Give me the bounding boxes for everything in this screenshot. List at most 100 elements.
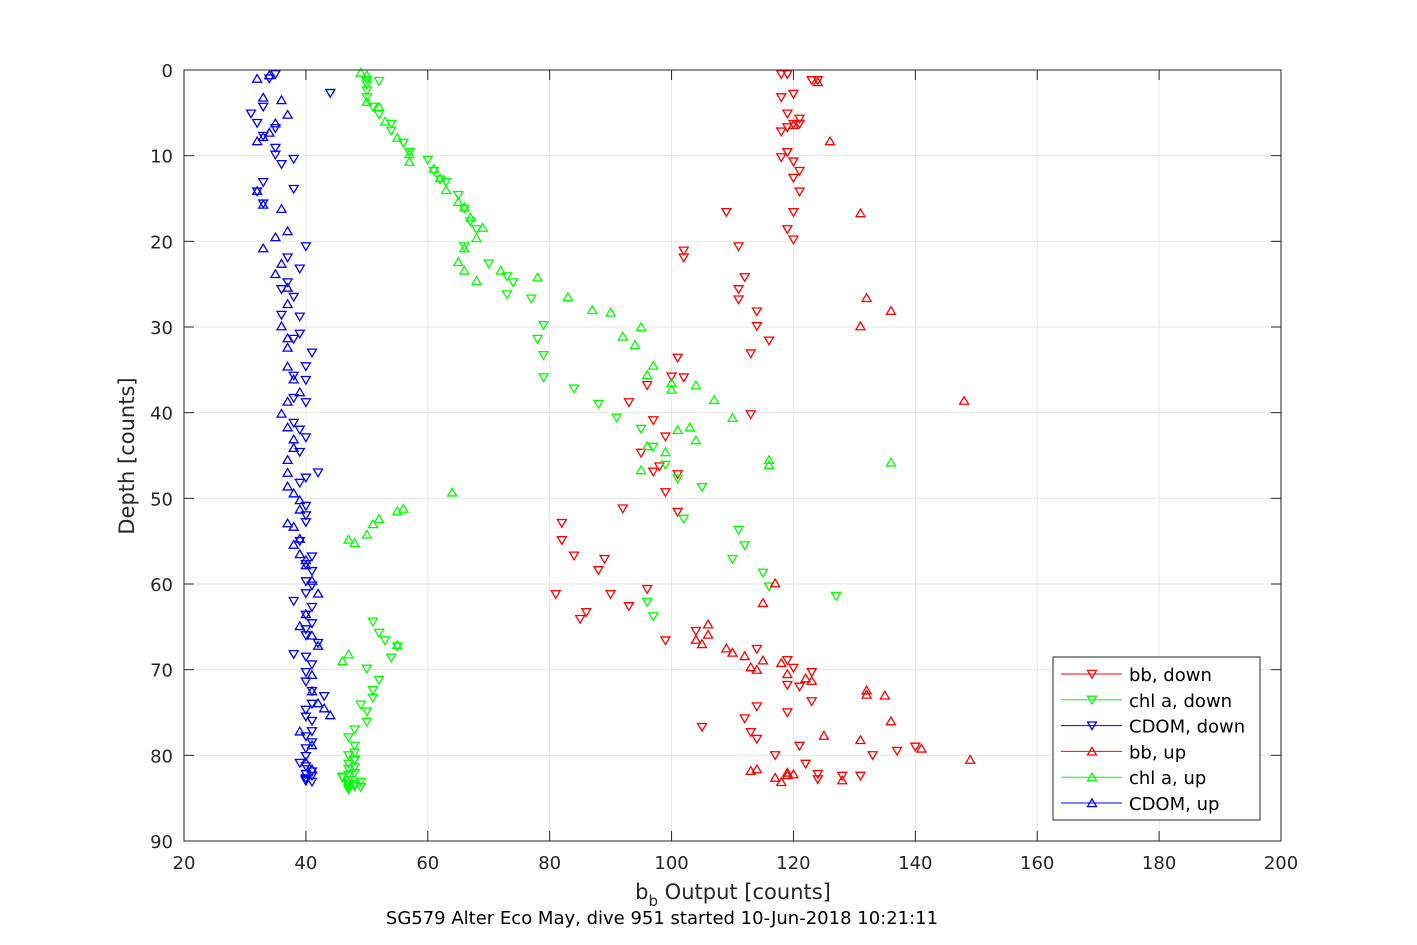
data-point [781, 109, 793, 120]
data-point [751, 734, 763, 745]
data-point [391, 132, 403, 142]
data-point [806, 697, 818, 707]
data-point [300, 473, 312, 484]
data-point [751, 664, 763, 674]
data-point [641, 381, 653, 391]
data-point [879, 690, 891, 700]
data-point [373, 76, 385, 87]
legend-marker-cdom-down [1086, 721, 1098, 731]
data-point [470, 275, 483, 285]
data-point [391, 639, 403, 650]
data-point [635, 424, 647, 435]
data-point [635, 448, 647, 459]
data-point [964, 754, 976, 764]
data-point [860, 292, 873, 303]
data-point [781, 767, 793, 777]
data-point [257, 131, 269, 142]
data-point [678, 514, 690, 525]
data-point [818, 730, 830, 740]
x-tick-label: 60 [416, 853, 439, 874]
data-point [288, 373, 300, 384]
data-point [775, 70, 787, 80]
data-point [294, 536, 306, 547]
series-cdom-down [245, 70, 336, 788]
data-point [592, 566, 605, 576]
data-point [251, 135, 263, 146]
data-point [349, 725, 361, 735]
data-point [306, 581, 318, 592]
data-point [342, 648, 355, 659]
data-point [739, 541, 751, 551]
data-point [306, 716, 318, 727]
x-tick-label: 80 [538, 853, 561, 874]
data-point [306, 660, 318, 670]
data-point [556, 518, 568, 529]
data-point [324, 88, 336, 99]
data-point [294, 386, 306, 397]
data-point [781, 147, 793, 158]
data-point [739, 714, 751, 724]
x-axis-label-main: b [635, 880, 648, 904]
data-point [860, 689, 873, 699]
data-point [751, 763, 763, 774]
data-point [281, 253, 294, 263]
data-point [702, 629, 714, 639]
data-point [745, 661, 757, 672]
data-point [696, 722, 708, 733]
data-point [659, 432, 672, 442]
data-point [361, 528, 373, 539]
data-point [306, 619, 318, 629]
x-tick-label: 20 [173, 853, 196, 874]
data-point [635, 464, 647, 475]
data-point [665, 384, 678, 394]
data-point [269, 143, 282, 154]
data-point [775, 153, 787, 163]
data-point [263, 69, 275, 80]
data-point [306, 763, 318, 774]
data-point [403, 156, 416, 166]
x-tick-label: 40 [294, 853, 317, 874]
data-point [732, 295, 745, 305]
data-point [745, 765, 757, 776]
data-point [537, 373, 550, 383]
data-point [306, 566, 318, 577]
data-point [324, 709, 336, 720]
data-point [288, 334, 300, 345]
data-point [300, 732, 312, 742]
data-point [428, 166, 440, 177]
legend-marker-bb-down [1086, 669, 1098, 680]
data-point [349, 763, 361, 773]
data-point [751, 644, 763, 655]
data-point [580, 608, 592, 618]
data-point [592, 399, 605, 410]
data-point [257, 199, 269, 209]
data-point [300, 362, 312, 372]
data-point [306, 685, 318, 696]
data-point [385, 653, 397, 664]
data-point [281, 454, 294, 465]
data-point [495, 265, 507, 275]
data-point [458, 242, 470, 253]
data-point [397, 503, 410, 513]
data-point [690, 626, 702, 637]
data-point [787, 89, 800, 100]
data-point [300, 667, 312, 678]
data-point [312, 588, 324, 598]
data-point [464, 212, 477, 222]
data-point [281, 361, 294, 371]
data-point [367, 518, 379, 529]
data-point [300, 433, 312, 443]
data-point [793, 114, 806, 125]
data-point [300, 705, 312, 716]
data-point [294, 329, 306, 340]
data-point [854, 771, 867, 782]
data-point [275, 159, 288, 170]
y-tick-label: 90 [150, 832, 173, 853]
data-point [300, 610, 312, 621]
data-point [275, 320, 288, 331]
data-point [641, 597, 653, 608]
data-point [294, 504, 306, 514]
data-point [885, 305, 897, 315]
x-tick-label: 160 [1020, 853, 1054, 874]
